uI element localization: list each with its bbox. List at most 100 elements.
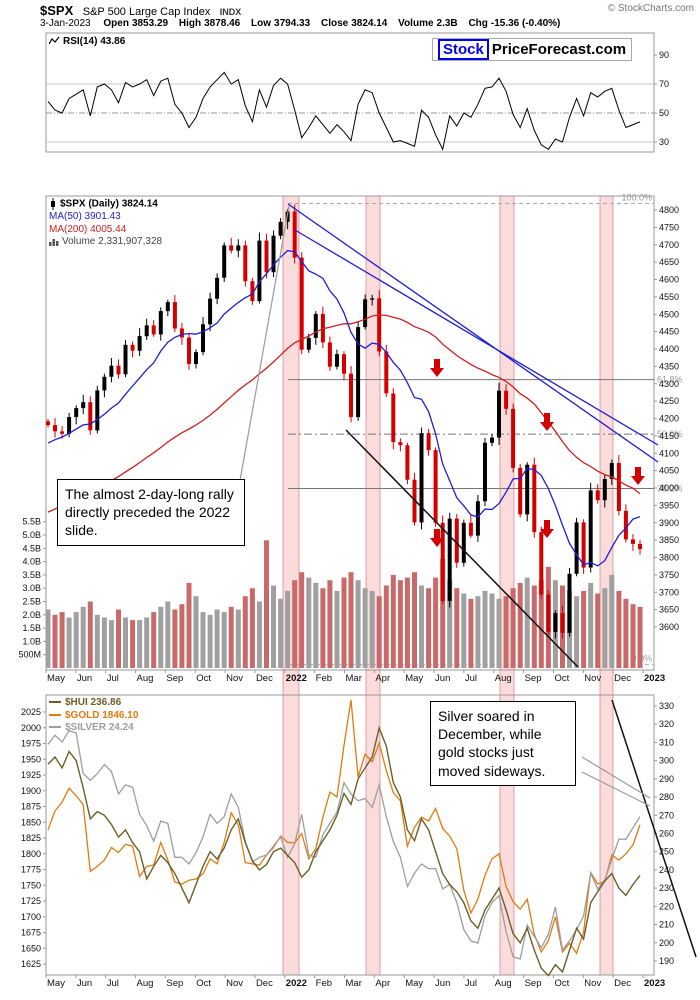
svg-text:Apr: Apr bbox=[375, 673, 390, 684]
logo-part2: PriceForecast.com bbox=[491, 41, 627, 58]
svg-text:1950: 1950 bbox=[21, 754, 41, 764]
svg-text:4300: 4300 bbox=[659, 379, 679, 389]
svg-text:1775: 1775 bbox=[21, 865, 41, 875]
svg-text:240: 240 bbox=[659, 865, 674, 875]
svg-text:210: 210 bbox=[659, 920, 674, 930]
silver-legend-row: $SILVER 24.24 bbox=[49, 722, 138, 735]
svg-text:290: 290 bbox=[659, 774, 674, 784]
svg-text:Jul: Jul bbox=[465, 673, 477, 684]
annotation-rally-note: The almost 2-day-long rally directly pre… bbox=[57, 479, 245, 546]
spx-legend-label: $SPX (Daily) 3824.14 bbox=[60, 198, 158, 210]
svg-text:Aug: Aug bbox=[495, 978, 512, 989]
svg-text:230: 230 bbox=[659, 883, 674, 893]
svg-text:310: 310 bbox=[659, 737, 674, 747]
volume-value: 2.3B bbox=[436, 18, 458, 29]
svg-text:Dec: Dec bbox=[256, 978, 273, 989]
volume-bars-icon bbox=[49, 239, 59, 246]
svg-text:38.2%: 38.2% bbox=[657, 484, 683, 494]
candlestick-icon bbox=[51, 198, 55, 210]
ma200-legend-label: MA(200) 4005.44 bbox=[49, 223, 127, 235]
svg-text:Jun: Jun bbox=[77, 673, 92, 684]
svg-text:Nov: Nov bbox=[226, 978, 243, 989]
svg-text:May: May bbox=[47, 673, 65, 684]
svg-text:3800: 3800 bbox=[659, 553, 679, 563]
svg-text:Oct: Oct bbox=[554, 673, 569, 684]
svg-text:Aug: Aug bbox=[137, 673, 154, 684]
svg-text:2023: 2023 bbox=[644, 978, 665, 989]
svg-text:Dec: Dec bbox=[614, 978, 631, 989]
main-chart-legend: $SPX (Daily) 3824.14 MA(50) 3901.43 MA(2… bbox=[49, 198, 162, 249]
svg-text:3750: 3750 bbox=[659, 570, 679, 580]
svg-text:3900: 3900 bbox=[659, 518, 679, 528]
svg-text:4700: 4700 bbox=[659, 240, 679, 250]
svg-text:Feb: Feb bbox=[316, 978, 332, 989]
gold-legend-row: $GOLD 1846.10 bbox=[49, 710, 138, 723]
gold-legend-label: $GOLD 1846.10 bbox=[65, 709, 139, 721]
svg-text:Dec: Dec bbox=[614, 673, 631, 684]
svg-text:3.5B: 3.5B bbox=[22, 570, 41, 580]
chart-header: $SPX S&P 500 Large Cap Index INDX © Stoc… bbox=[40, 2, 694, 29]
svg-text:4450: 4450 bbox=[659, 327, 679, 337]
exchange-label: INDX bbox=[219, 7, 242, 17]
svg-text:3650: 3650 bbox=[659, 605, 679, 615]
svg-text:330: 330 bbox=[659, 701, 674, 711]
svg-text:4100: 4100 bbox=[659, 448, 679, 458]
svg-text:1.0B: 1.0B bbox=[22, 636, 41, 646]
header-quote-row: 3-Jan-2023 Open 3853.29 High 3878.46 Low 37… bbox=[40, 18, 694, 29]
svg-text:190: 190 bbox=[659, 956, 674, 966]
svg-text:1750: 1750 bbox=[21, 880, 41, 890]
svg-text:4650: 4650 bbox=[659, 257, 679, 267]
svg-text:1975: 1975 bbox=[21, 739, 41, 749]
header-title-row: $SPX S&P 500 Large Cap Index INDX © Stoc… bbox=[40, 2, 694, 18]
svg-text:3700: 3700 bbox=[659, 587, 679, 597]
gold-line-swatch bbox=[49, 713, 61, 716]
ma200-legend-row: MA(200) 4005.44 bbox=[49, 224, 162, 237]
high-value: 3878.46 bbox=[204, 18, 241, 29]
quote-date: 3-Jan-2023 bbox=[40, 18, 91, 29]
svg-text:61.8%: 61.8% bbox=[657, 375, 683, 385]
svg-text:260: 260 bbox=[659, 829, 674, 839]
svg-text:2000: 2000 bbox=[21, 723, 41, 733]
svg-text:1825: 1825 bbox=[21, 833, 41, 843]
volume-legend-row: Volume 2,331,907,328 bbox=[49, 236, 162, 249]
svg-text:4600: 4600 bbox=[659, 275, 679, 285]
svg-text:Apr: Apr bbox=[375, 978, 390, 989]
svg-text:4000: 4000 bbox=[659, 483, 679, 493]
svg-text:Mar: Mar bbox=[346, 673, 362, 684]
volume-legend-label: Volume 2,331,907,328 bbox=[62, 236, 163, 248]
svg-text:1675: 1675 bbox=[21, 928, 41, 938]
svg-text:200: 200 bbox=[659, 938, 674, 948]
svg-text:May: May bbox=[405, 673, 423, 684]
svg-text:1650: 1650 bbox=[21, 943, 41, 953]
svg-text:Nov: Nov bbox=[226, 673, 243, 684]
svg-text:Aug: Aug bbox=[137, 978, 154, 989]
chg-label: Chg bbox=[468, 18, 488, 29]
svg-text:30: 30 bbox=[659, 137, 669, 147]
svg-text:4.0B: 4.0B bbox=[22, 557, 41, 567]
svg-text:May: May bbox=[405, 978, 423, 989]
svg-text:1850: 1850 bbox=[21, 817, 41, 827]
svg-text:1.5B: 1.5B bbox=[22, 623, 41, 633]
svg-text:220: 220 bbox=[659, 901, 674, 911]
silver-legend-label: $SILVER 24.24 bbox=[65, 722, 134, 733]
low-label: Low bbox=[251, 18, 272, 29]
lower-chart-legend: $HUI 236.86 $GOLD 1846.10 $SILVER 24.24 bbox=[49, 697, 138, 735]
svg-text:2025: 2025 bbox=[21, 707, 41, 717]
indicator-zigzag-icon bbox=[48, 36, 60, 45]
svg-text:2023: 2023 bbox=[644, 673, 665, 684]
svg-text:4500: 4500 bbox=[659, 309, 679, 319]
svg-text:3600: 3600 bbox=[659, 622, 679, 632]
svg-text:4750: 4750 bbox=[659, 222, 679, 232]
logo-part1: Stock bbox=[438, 39, 489, 60]
svg-text:1900: 1900 bbox=[21, 786, 41, 796]
svg-text:1925: 1925 bbox=[21, 770, 41, 780]
close-label: Close bbox=[320, 18, 349, 29]
rsi-legend: RSI(14) 43.86 bbox=[48, 36, 125, 47]
svg-text:320: 320 bbox=[659, 719, 674, 729]
hui-legend-row: $HUI 236.86 bbox=[49, 697, 138, 710]
svg-text:Jun: Jun bbox=[77, 978, 92, 989]
svg-text:Sep: Sep bbox=[166, 673, 183, 684]
hui-line-swatch bbox=[49, 701, 61, 704]
